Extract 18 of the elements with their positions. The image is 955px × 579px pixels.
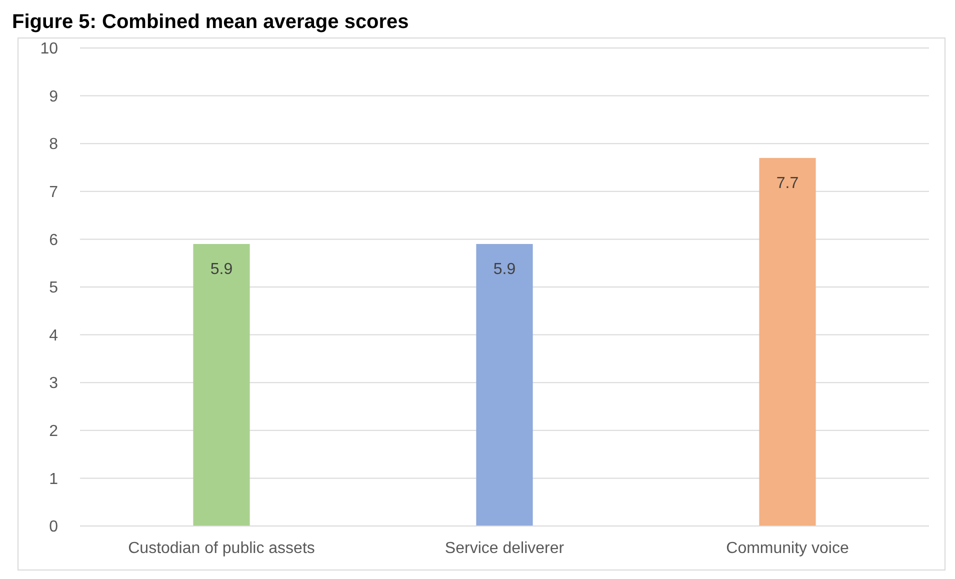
y-tick-label: 4 (49, 327, 58, 344)
x-tick-label: Service deliverer (444, 540, 565, 557)
x-tick-label: Custodian of public assets (128, 540, 315, 557)
x-tick-label: Community voice (726, 540, 849, 557)
data-label: 5.9 (493, 260, 516, 278)
y-tick-label: 5 (49, 280, 58, 297)
y-tick-label: 0 (49, 518, 58, 536)
y-tick-label: 8 (49, 136, 58, 154)
data-label: 7.7 (776, 174, 799, 192)
y-tick-label: 7 (49, 184, 58, 201)
chart-title: Figure 5: Combined mean average scores (12, 11, 409, 33)
y-tick-label: 1 (49, 470, 58, 488)
data-label: 5.9 (210, 260, 233, 278)
y-tick-label: 2 (49, 423, 58, 440)
y-tick-label: 6 (49, 232, 58, 249)
y-tick-label: 10 (40, 40, 58, 58)
y-tick-label: 3 (49, 375, 58, 392)
y-tick-label: 9 (49, 88, 58, 106)
